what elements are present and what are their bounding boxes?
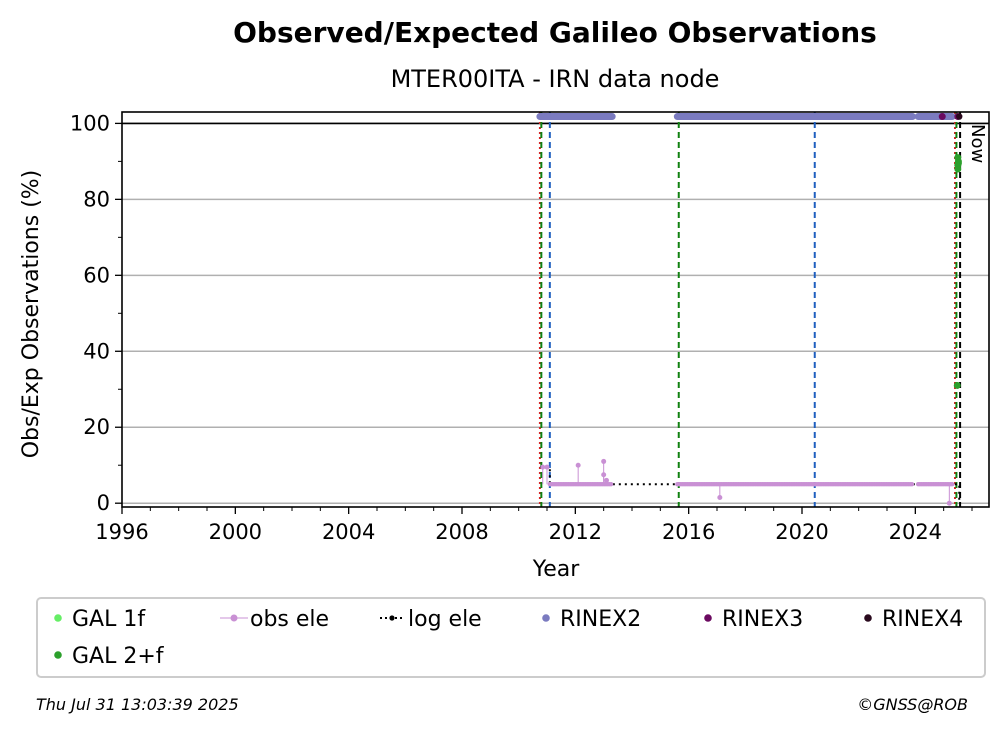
legend-marker-3: [542, 614, 550, 622]
x-tick-label: 2012: [549, 520, 602, 544]
obs-ele-point: [717, 495, 723, 501]
legend-label-0: GAL 1f: [72, 607, 146, 632]
rinex4-point: [956, 113, 963, 120]
y-tick-label: 60: [83, 263, 110, 287]
x-tick-label: 1996: [95, 520, 148, 544]
obs-ele-point: [601, 472, 607, 478]
obs-ele-point: [909, 482, 915, 487]
footer-credit: ©GNSS@ROB: [857, 695, 968, 714]
y-tick-label: 40: [83, 339, 110, 363]
legend-marker-5: [864, 614, 872, 622]
footer-timestamp: Thu Jul 31 13:03:39 2025: [36, 695, 239, 714]
y-tick-label: 20: [83, 415, 110, 439]
legend-marker-0: [54, 614, 62, 622]
x-tick-label: 2000: [209, 520, 262, 544]
legend: GAL 1f obs ele log ele RINEX2 RINEX3 RINEX4 GA…: [36, 597, 986, 678]
x-tick-label: 2020: [775, 520, 828, 544]
obs-ele-point: [604, 477, 609, 483]
obs-ele-point: [946, 500, 952, 506]
legend-marker-dot-2: [389, 615, 395, 621]
x-tick-label: 2016: [662, 520, 715, 544]
obs-ele-point: [601, 458, 607, 464]
legend-label-5: RINEX4: [882, 607, 963, 632]
legend-marker-6: [54, 651, 62, 659]
x-tick-label: 2024: [889, 520, 942, 544]
legend-label-2: log ele: [408, 607, 482, 632]
y-tick-label: 80: [83, 187, 110, 211]
chart-title: Observed/Expected Galileo Observations: [233, 16, 877, 49]
x-axis-label: Year: [532, 557, 581, 582]
obs-ele-point: [540, 464, 546, 470]
plot-area: 0 20 40 60 80 100 1996 2000 2004 2008 2012 2016 2020…: [70, 111, 990, 544]
rinex3-point: [938, 113, 946, 121]
now-label: Now: [967, 124, 988, 163]
y-axis-label: Obs/Exp Observations (%): [19, 170, 44, 459]
obs-ele-point: [575, 462, 581, 468]
legend-marker-4: [704, 614, 712, 622]
y-tick-label: 100: [70, 111, 110, 135]
legend-label-4: RINEX3: [722, 607, 803, 632]
legend-label-6: GAL 2+f: [72, 644, 165, 669]
obs-ele-point: [949, 482, 955, 487]
gal2f-point: [953, 381, 961, 389]
legend-box: [36, 597, 986, 678]
chart-subtitle: MTER00ITA - IRN data node: [391, 65, 720, 93]
gal2f-point: [954, 154, 962, 162]
legend-marker-dot-1: [230, 614, 238, 622]
plot-frame: [121, 111, 990, 508]
x-tick-label: 2008: [435, 520, 488, 544]
x-tick-label: 2004: [322, 520, 375, 544]
obs-ele-point: [544, 464, 550, 470]
gal2f-point: [954, 159, 962, 167]
obs-ele-point: [608, 482, 614, 487]
legend-label-3: RINEX2: [560, 607, 641, 632]
y-tick-label: 0: [97, 491, 110, 515]
legend-label-1: obs ele: [250, 607, 329, 632]
